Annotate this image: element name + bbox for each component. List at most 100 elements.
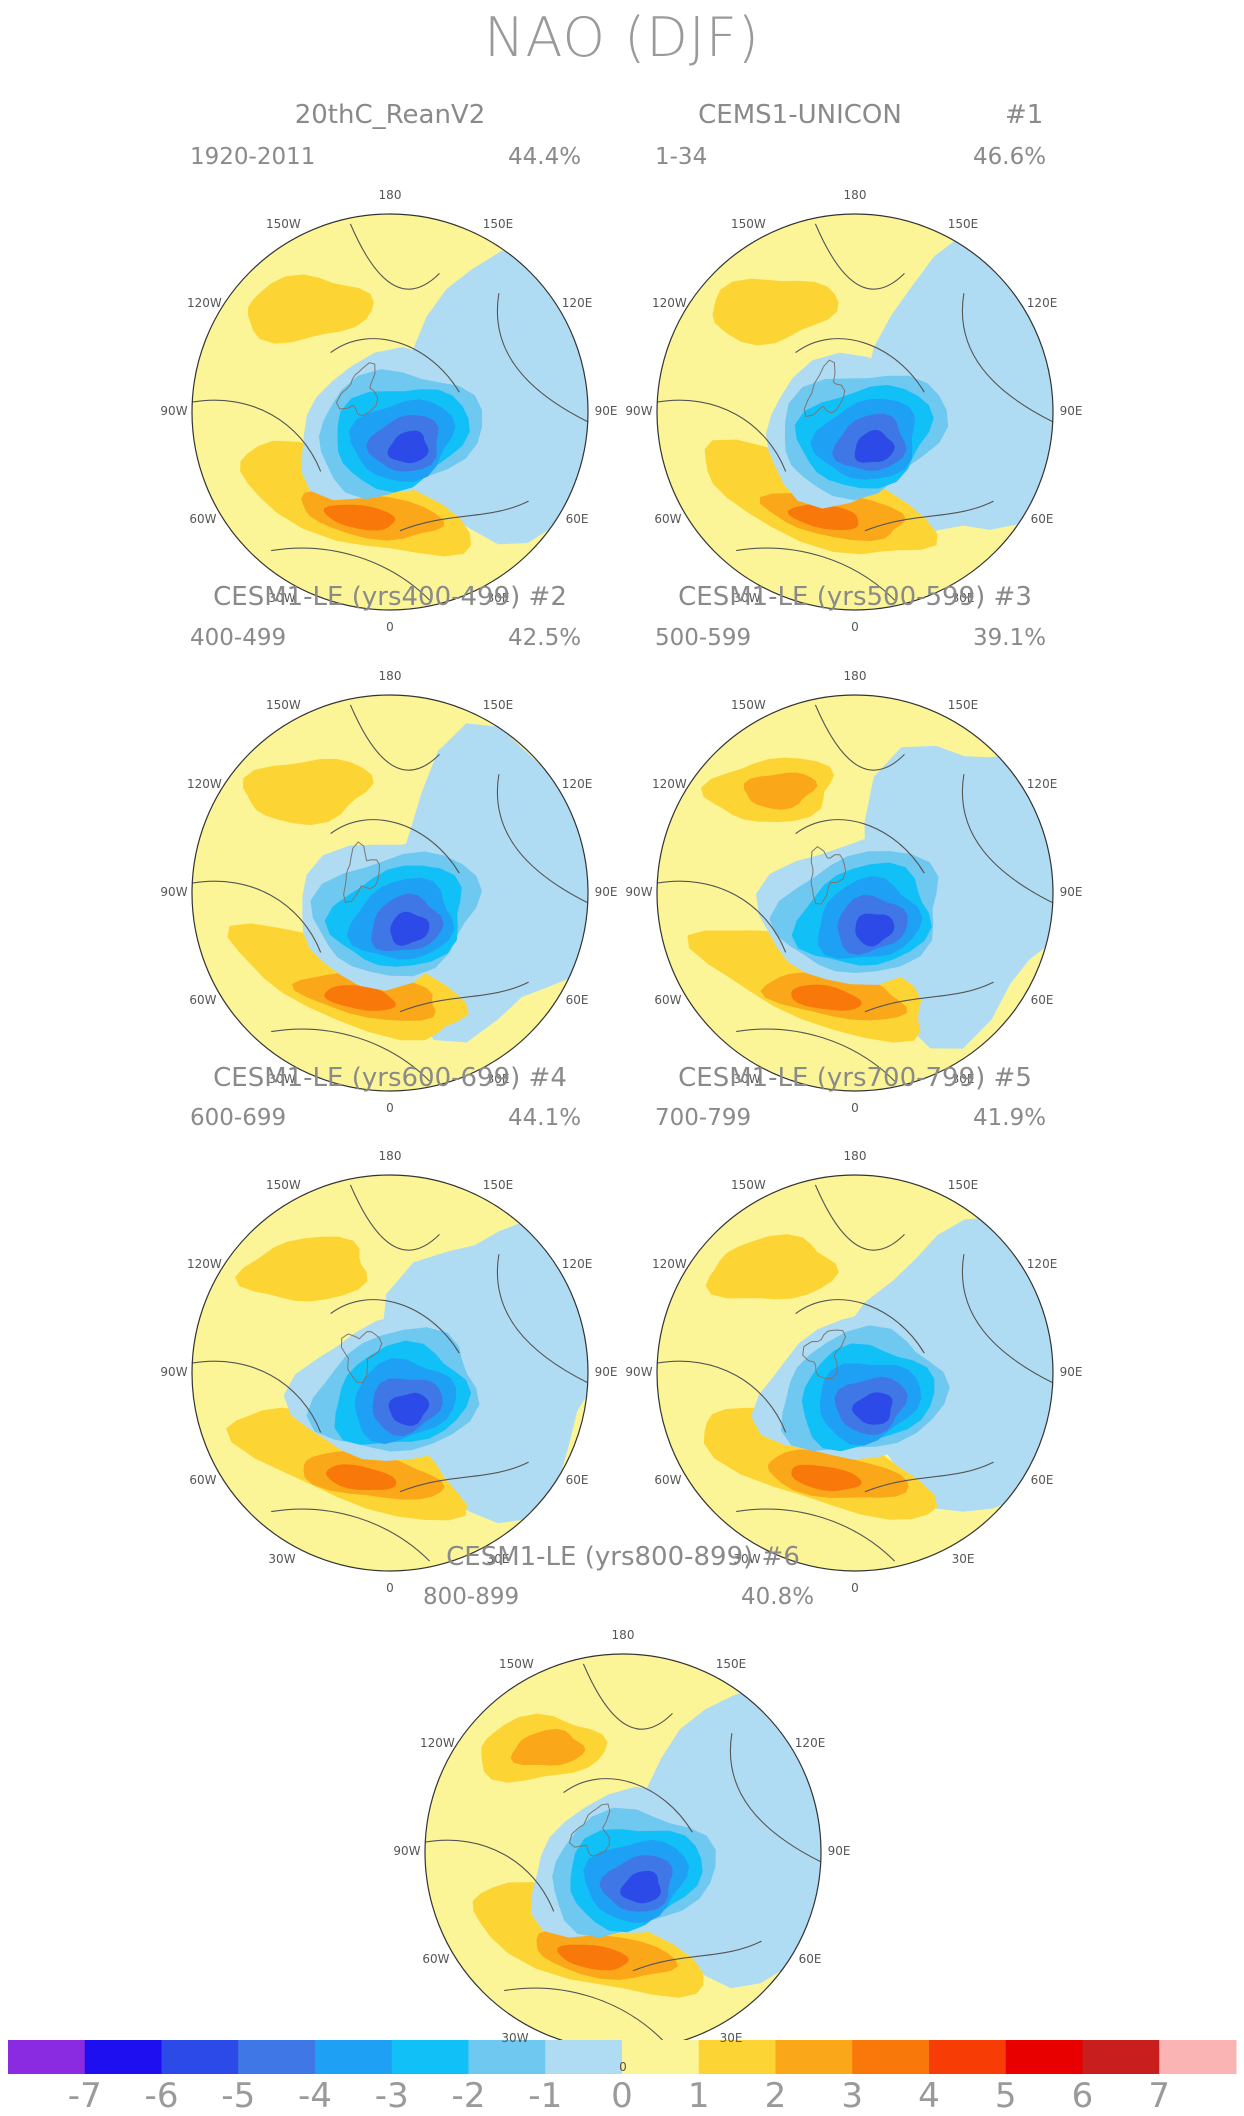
coastline xyxy=(814,1184,905,1251)
panel-id-label: #1 xyxy=(1005,100,1044,130)
positive-anomaly-pacific xyxy=(243,758,374,826)
coastline xyxy=(795,819,925,874)
longitude-label: 150W xyxy=(499,1656,534,1671)
coastline xyxy=(795,1299,925,1354)
longitude-label: 150E xyxy=(482,697,514,712)
negative-anomaly-level-6 xyxy=(388,1392,430,1426)
positive-anomaly-atlantic-core xyxy=(557,1944,629,1971)
coastline xyxy=(349,223,440,290)
longitude-label: 120W xyxy=(419,1736,455,1750)
longitude-label: 120W xyxy=(651,777,687,791)
map-panel-5 xyxy=(191,1174,589,1572)
colorbar-swatch xyxy=(775,2040,853,2074)
coastline xyxy=(504,1987,663,2041)
longitude-label: 150W xyxy=(731,1177,766,1192)
negative-anomaly-light xyxy=(863,745,1053,1049)
panel-title: CESM1-LE (yrs500-599) #3 xyxy=(678,582,1032,612)
negative-anomaly-level-6 xyxy=(854,429,895,463)
map-border xyxy=(191,213,589,611)
colorbar-tick-label: -4 xyxy=(298,2076,332,2116)
negative-anomaly-level-6 xyxy=(855,913,895,947)
colorbar-swatch xyxy=(545,2040,623,2074)
longitude-label: 150W xyxy=(266,697,301,712)
longitude-label: 30E xyxy=(951,591,975,606)
longitude-label: 30W xyxy=(733,1072,761,1087)
colorbar-swatch xyxy=(84,2040,162,2074)
positive-anomaly-atlantic-core xyxy=(791,984,862,1011)
map-border xyxy=(656,1174,1054,1572)
panel-years: 500-599 xyxy=(655,625,752,651)
coastline xyxy=(814,223,905,290)
longitude-label: 30W xyxy=(733,1552,761,1567)
coastline xyxy=(814,704,905,771)
longitude-label: 30E xyxy=(951,1072,975,1087)
longitude-label: 150E xyxy=(947,697,979,712)
longitude-label: 90E xyxy=(594,885,618,899)
colorbar-swatch xyxy=(238,2040,316,2074)
longitude-label: 150E xyxy=(947,1177,979,1192)
panel-title: CEMS1-UNICON xyxy=(698,100,902,130)
longitude-label: 0 xyxy=(619,2060,627,2074)
panel-variance: 44.4% xyxy=(508,144,582,170)
map-border xyxy=(191,1174,589,1572)
colorbar-tick-label: -6 xyxy=(144,2076,179,2116)
coastline xyxy=(192,399,322,472)
negative-anomaly-level-6 xyxy=(620,1870,662,1904)
longitude-label: 90W xyxy=(160,404,188,418)
map-border xyxy=(656,213,1054,611)
longitude-label: 60E xyxy=(565,993,589,1007)
longitude-label: 90W xyxy=(625,404,653,418)
longitude-label: 120E xyxy=(1026,296,1058,310)
longitude-label: 0 xyxy=(851,1101,859,1115)
longitude-label: 180 xyxy=(378,1149,402,1163)
colorbar-swatch xyxy=(468,2040,546,2074)
coastline xyxy=(330,819,460,874)
coastline xyxy=(271,547,430,601)
map-panel-4 xyxy=(656,694,1054,1092)
longitude-label: 30E xyxy=(719,2031,743,2046)
coastline-islands xyxy=(568,1803,611,1857)
coastline xyxy=(349,704,440,771)
colorbar-tick-label: 0 xyxy=(611,2076,633,2116)
longitude-label: 150E xyxy=(715,1656,747,1671)
coastline xyxy=(961,774,1053,904)
coastline xyxy=(563,1778,693,1833)
positive-anomaly-pacific xyxy=(712,278,839,346)
longitude-label: 0 xyxy=(851,1581,859,1595)
map-panel-7 xyxy=(424,1653,822,2051)
map-panel-3 xyxy=(191,694,589,1092)
coastline xyxy=(864,500,994,532)
coastline xyxy=(657,399,787,472)
longitude-label: 60E xyxy=(565,512,589,526)
colorbar-swatch xyxy=(1005,2040,1083,2074)
longitude-label: 60W xyxy=(654,993,682,1007)
longitude-label: 60W xyxy=(189,1473,217,1487)
longitude-label: 180 xyxy=(611,1628,635,1642)
longitude-label: 60E xyxy=(1030,993,1054,1007)
longitude-label: 90E xyxy=(594,404,618,418)
coastline xyxy=(349,1184,440,1251)
longitude-label: 150E xyxy=(482,216,514,231)
longitude-label: 120E xyxy=(1026,1257,1058,1271)
longitude-label: 120W xyxy=(186,296,222,310)
coastline-islands xyxy=(810,845,847,905)
colorbar-swatch xyxy=(391,2040,469,2074)
colorbar-swatch xyxy=(161,2040,239,2074)
coastline xyxy=(330,1299,460,1354)
coastline xyxy=(736,547,895,601)
positive-anomaly-atlantic-core xyxy=(323,504,396,531)
longitude-label: 60W xyxy=(189,993,217,1007)
longitude-label: 30E xyxy=(486,1552,510,1567)
negative-anomaly-light xyxy=(394,723,588,1043)
longitude-label: 90W xyxy=(160,1365,188,1379)
panel-years: 400-499 xyxy=(190,625,287,651)
coastline xyxy=(330,338,460,393)
colorbar-swatch xyxy=(698,2040,776,2074)
panel-years: 700-799 xyxy=(655,1105,752,1131)
longitude-label: 90W xyxy=(393,1844,421,1858)
panel-title: CESM1-LE (yrs400-499) #2 xyxy=(213,582,567,612)
longitude-label: 30W xyxy=(733,591,761,606)
longitude-label: 120W xyxy=(186,777,222,791)
colorbar-tick-label: 4 xyxy=(918,2076,940,2116)
longitude-label: 120W xyxy=(651,1257,687,1271)
